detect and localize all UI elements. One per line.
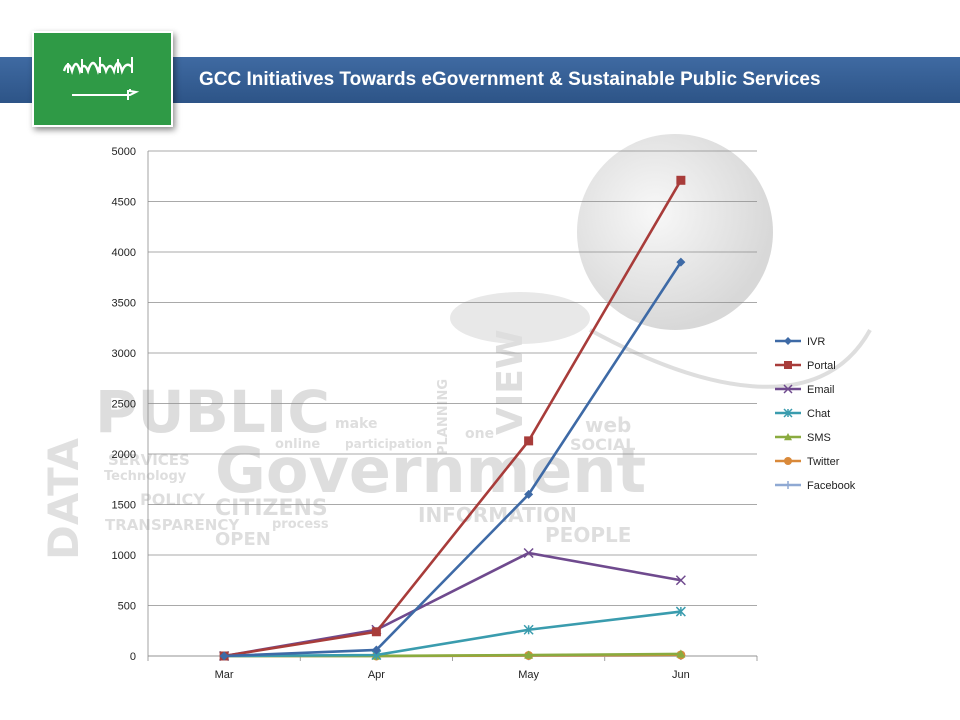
legend-entry: Email	[775, 384, 835, 396]
legend-label: Twitter	[807, 456, 840, 468]
x-tick-label: May	[518, 669, 539, 681]
y-tick-label: 1000	[112, 550, 136, 562]
data-point	[784, 361, 792, 369]
y-tick-label: 4000	[112, 247, 136, 259]
x-tick-label: Apr	[368, 669, 385, 681]
bg-word: PLANNING	[436, 379, 451, 455]
bg-word: PEOPLE	[545, 523, 631, 547]
bg-word: web	[585, 413, 631, 437]
bg-word: CITIZENS	[215, 496, 328, 521]
bg-word: make	[335, 416, 377, 432]
bg-word: PUBLIC	[95, 378, 330, 446]
series-line	[224, 610, 682, 658]
bg-word: VIEW	[490, 329, 531, 435]
bg-word: Government	[215, 434, 646, 507]
data-point	[784, 337, 792, 345]
series-line	[224, 261, 682, 658]
data-point	[675, 575, 686, 586]
legend-entry: IVR	[775, 336, 825, 348]
data-point	[523, 624, 534, 635]
bg-word: participation	[345, 437, 432, 451]
bg-word: process	[272, 517, 329, 532]
page-title: GCC Initiatives Towards eGovernment & Su…	[199, 69, 821, 90]
data-point	[371, 645, 381, 655]
x-tick-label: Jun	[672, 669, 690, 681]
saudi-flag-icon	[32, 31, 173, 127]
bg-word: DATA	[39, 438, 88, 560]
bg-word: one	[465, 426, 494, 442]
legend-label: SMS	[807, 432, 831, 444]
legend-label: Facebook	[807, 480, 856, 492]
x-axis: Mar Apr May Jun	[147, 655, 758, 681]
data-point	[784, 481, 792, 489]
data-point	[524, 436, 534, 446]
series-email	[219, 547, 686, 662]
data-point	[784, 433, 792, 441]
data-point	[523, 547, 534, 559]
legend: IVR Portal Email Chat SMS Twitter Facebook	[775, 336, 856, 492]
data-point	[676, 257, 686, 267]
data-point	[784, 457, 792, 465]
legend-entry: Portal	[775, 360, 836, 372]
bg-word: Technology	[104, 469, 187, 484]
legend-entry: Chat	[775, 408, 830, 420]
data-point	[676, 175, 686, 185]
y-tick-label: 2500	[112, 399, 136, 411]
series-line	[223, 179, 682, 658]
legend-label: IVR	[807, 336, 825, 348]
data-point	[219, 651, 229, 661]
legend-label: Email	[807, 384, 835, 396]
bg-word: SERVICES	[108, 451, 190, 469]
bg-word: TRANSPARENCY	[105, 516, 240, 534]
bg-word: online	[275, 437, 320, 452]
x-tick-label: Mar	[215, 669, 234, 681]
y-axis: 0 500 1000 1500 2000 2500 3000 3500 4000 4500 5000	[112, 146, 149, 663]
y-tick-label: 0	[130, 651, 136, 663]
data-point	[524, 650, 534, 659]
y-tick-label: 3500	[112, 298, 136, 310]
background-illustration: PUBLIC Government DATA CITIZENS INFORMAT…	[39, 134, 872, 560]
y-tick-label: 4500	[112, 197, 136, 209]
y-tick-label: 5000	[112, 146, 136, 158]
series-line	[223, 551, 682, 658]
y-tick-label: 3000	[112, 348, 136, 360]
data-point	[371, 627, 381, 637]
legend-entry: Facebook	[775, 480, 856, 492]
y-tick-label: 500	[118, 601, 136, 613]
legend-label: Portal	[807, 360, 836, 372]
data-point	[783, 408, 793, 418]
legend-label: Chat	[807, 408, 830, 420]
y-tick-label: 2000	[112, 449, 136, 461]
mouse-icon	[450, 292, 590, 344]
series-ivr	[219, 257, 686, 661]
bg-word: INFORMATION	[418, 503, 577, 527]
flag-emblem	[62, 57, 140, 100]
gridlines	[148, 150, 757, 657]
series-lines	[219, 175, 686, 662]
data-point	[676, 649, 686, 658]
mouse-cable	[589, 328, 872, 389]
series-portal	[219, 175, 686, 661]
globe-icon	[577, 134, 773, 330]
y-tick-label: 1500	[112, 500, 136, 512]
bg-word: OPEN	[215, 529, 271, 550]
legend-entry: SMS	[775, 432, 831, 444]
bg-word: SOCIAL	[570, 435, 635, 454]
data-point	[675, 606, 686, 617]
data-point	[524, 489, 534, 499]
data-point	[783, 384, 793, 394]
legend-entry: Twitter	[775, 456, 840, 468]
